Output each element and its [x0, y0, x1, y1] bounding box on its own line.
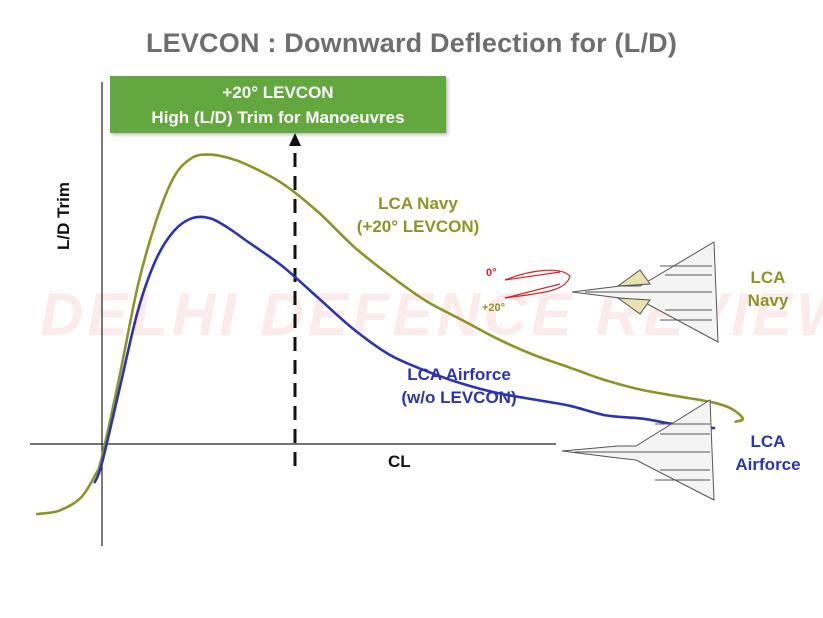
chart-series	[35, 153, 745, 516]
levcon-banner: +20° LEVCON High (L/D) Trim for Manoeuvr…	[110, 76, 446, 133]
x-axis-label: CL	[388, 452, 411, 471]
aircraft-label-navy-line2: Navy	[747, 291, 789, 310]
aircraft-label-airforce: LCA Airforce	[718, 430, 818, 476]
banner-line2: High (L/D) Trim for Manoeuvres	[151, 108, 405, 127]
levcon-zero-line	[504, 271, 561, 281]
series-line-lca-airforce	[93, 215, 716, 484]
y-axis-label: L/D Trim	[54, 181, 73, 250]
levcon-marker	[289, 133, 301, 466]
series-label-airforce: LCA Airforce (w/o LEVCON)	[384, 363, 534, 409]
levcon-zero-label: 0°	[486, 267, 497, 279]
banner-line1: +20° LEVCON	[222, 83, 334, 102]
series-label-navy-line2: (+20° LEVCON)	[356, 217, 480, 236]
series-line-lca-navy	[35, 153, 745, 516]
series-label-navy-line1: LCA Navy	[378, 194, 458, 213]
levcon-deflected-line	[504, 283, 561, 299]
levcon-plus20-label: +20°	[482, 302, 506, 314]
slide-title: LEVCON : Downward Deflection for (L/D)	[145, 28, 678, 58]
series-label-airforce-line1: LCA Airforce	[407, 365, 511, 384]
aircraft-label-navy-line1: LCA	[750, 268, 786, 287]
series-label-navy: LCA Navy (+20° LEVCON)	[338, 192, 498, 238]
series-label-airforce-line2: (w/o LEVCON)	[401, 388, 517, 407]
levcon-arrowhead	[289, 133, 301, 146]
lca-airforce-planform-icon	[561, 399, 715, 501]
aircraft-label-navy: LCA Navy	[728, 266, 808, 312]
aircraft-label-airforce-line2: Airforce	[735, 455, 801, 474]
chart-axes	[30, 82, 556, 546]
levcon-airfoil	[504, 269, 571, 299]
aircraft-label-airforce-line1: LCA	[750, 432, 786, 451]
lca-navy-planform-icon	[571, 241, 719, 343]
levcon-deflection-sketch	[504, 269, 571, 299]
